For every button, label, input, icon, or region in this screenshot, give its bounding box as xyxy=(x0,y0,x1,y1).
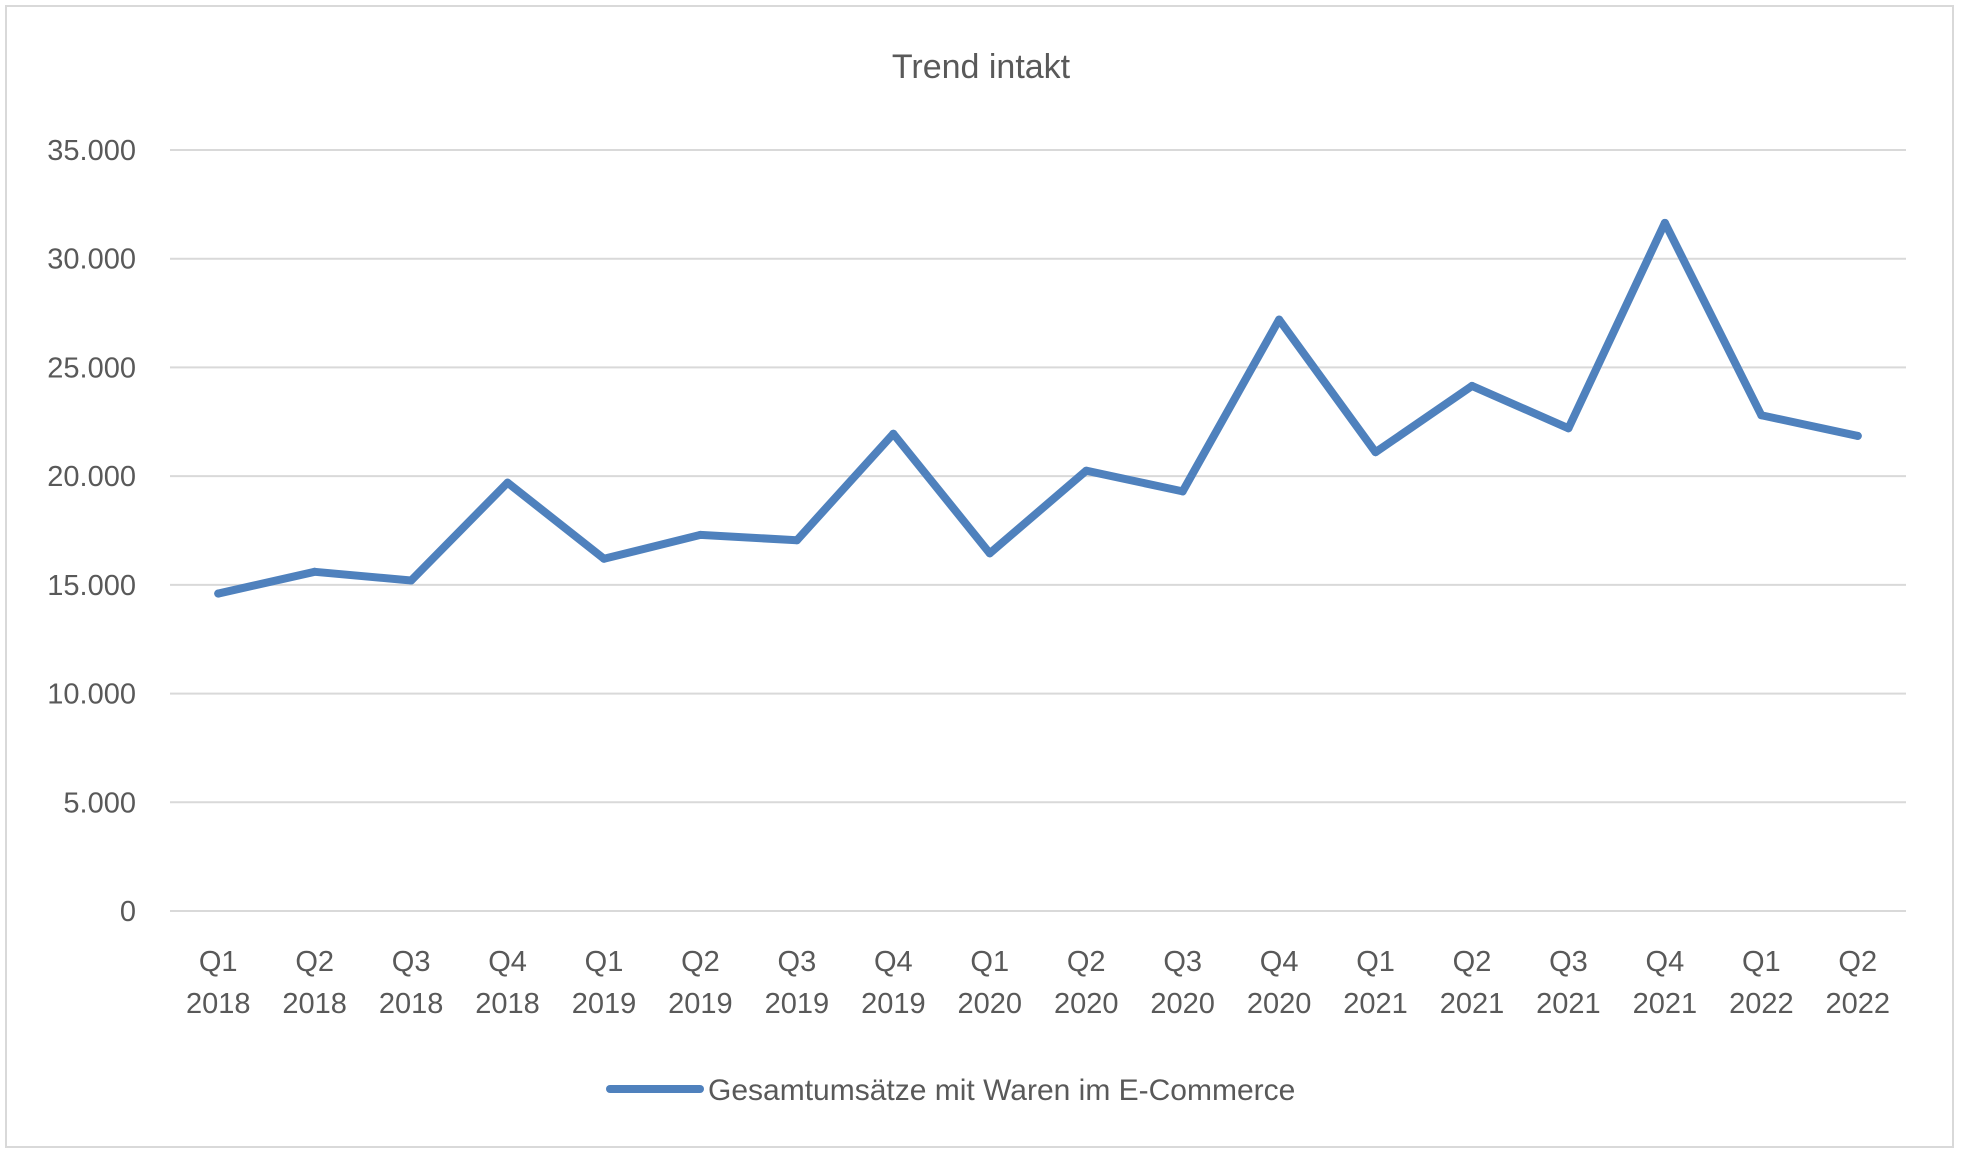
y-tick-label: 30.000 xyxy=(47,244,136,276)
chart-title: Trend intakt xyxy=(892,48,1071,86)
x-tick-label-quarter: Q4 xyxy=(874,946,913,978)
x-tick-label-quarter: Q3 xyxy=(778,946,817,978)
y-axis-tick-labels: 0 5.000 10.000 15.000 20.000 25.000 30.000 35.0… xyxy=(47,135,136,928)
data-point xyxy=(1275,315,1284,324)
x-tick-label-year: 2019 xyxy=(572,988,637,1020)
x-tick-label-quarter: Q2 xyxy=(1453,946,1492,978)
x-tick-label-quarter: Q4 xyxy=(1646,946,1685,978)
data-point xyxy=(1468,381,1476,390)
x-tick-label-quarter: Q2 xyxy=(1838,946,1877,978)
data-point xyxy=(600,554,608,563)
x-tick-label-year: 2021 xyxy=(1440,988,1505,1020)
x-tick-label-year: 2022 xyxy=(1729,988,1794,1020)
data-point xyxy=(407,576,416,585)
x-tick-label-year: 2018 xyxy=(282,988,347,1020)
data-point xyxy=(1757,411,1766,420)
y-tick-label: 25.000 xyxy=(47,352,136,384)
x-tick-label-year: 2018 xyxy=(379,988,444,1020)
data-point xyxy=(503,478,512,487)
data-point xyxy=(889,429,898,438)
y-tick-label: 20.000 xyxy=(47,461,136,493)
x-axis-tick-labels: Q1 2018 Q2 2018 Q3 2018 Q4 2018 Q1 2019 Q2 2019 Q3 20… xyxy=(186,946,1890,1020)
data-point xyxy=(1660,218,1669,227)
x-tick-label-quarter: Q3 xyxy=(1549,946,1588,978)
y-tick-label: 5.000 xyxy=(63,787,136,819)
x-tick-label-year: 2021 xyxy=(1536,988,1601,1020)
series-group xyxy=(214,218,1862,598)
x-tick-label-year: 2020 xyxy=(1150,988,1215,1020)
x-tick-label-quarter: Q2 xyxy=(1067,946,1106,978)
data-point xyxy=(1178,487,1187,496)
series-line xyxy=(214,218,1862,598)
gridlines xyxy=(170,149,1906,912)
x-tick-label-quarter: Q1 xyxy=(1356,946,1395,978)
data-point xyxy=(792,536,801,545)
x-tick-label-year: 2018 xyxy=(475,988,540,1020)
legend: Gesamtumsätze mit Waren im E-Commerce xyxy=(606,1074,1295,1107)
legend-label: Gesamtumsätze mit Waren im E-Commerce xyxy=(708,1074,1295,1107)
x-tick-label-year: 2020 xyxy=(958,988,1023,1020)
x-tick-label-year: 2021 xyxy=(1633,988,1698,1020)
x-tick-label-year: 2020 xyxy=(1054,988,1119,1020)
x-tick-label-year: 2022 xyxy=(1826,988,1891,1020)
x-tick-label-quarter: Q1 xyxy=(585,946,624,978)
x-tick-label-quarter: Q2 xyxy=(295,946,334,978)
x-tick-label-year: 2019 xyxy=(765,988,830,1020)
data-point xyxy=(310,567,319,576)
y-tick-label: 15.000 xyxy=(47,570,136,602)
x-tick-label-year: 2019 xyxy=(668,988,733,1020)
x-tick-label-quarter: Q1 xyxy=(199,946,238,978)
data-point xyxy=(1853,431,1862,440)
x-tick-label-quarter: Q4 xyxy=(1260,946,1299,978)
x-tick-label-year: 2021 xyxy=(1343,988,1408,1020)
x-tick-label-year: 2020 xyxy=(1247,988,1312,1020)
data-point xyxy=(1082,466,1091,475)
x-tick-label-quarter: Q1 xyxy=(970,946,1009,978)
x-tick-label-quarter: Q4 xyxy=(488,946,527,978)
x-tick-label-quarter: Q3 xyxy=(392,946,431,978)
x-tick-label-quarter: Q2 xyxy=(681,946,720,978)
x-tick-label-quarter: Q3 xyxy=(1163,946,1202,978)
data-point xyxy=(214,589,223,598)
x-tick-label-year: 2019 xyxy=(861,988,926,1020)
y-tick-label: 10.000 xyxy=(47,679,136,711)
data-point xyxy=(1564,424,1573,433)
x-tick-label-year: 2018 xyxy=(186,988,251,1020)
y-tick-label: 35.000 xyxy=(47,135,136,167)
y-tick-label: 0 xyxy=(120,896,136,928)
x-tick-label-quarter: Q1 xyxy=(1742,946,1781,978)
data-point xyxy=(696,530,705,539)
data-point xyxy=(985,549,994,558)
data-point xyxy=(1371,448,1380,457)
